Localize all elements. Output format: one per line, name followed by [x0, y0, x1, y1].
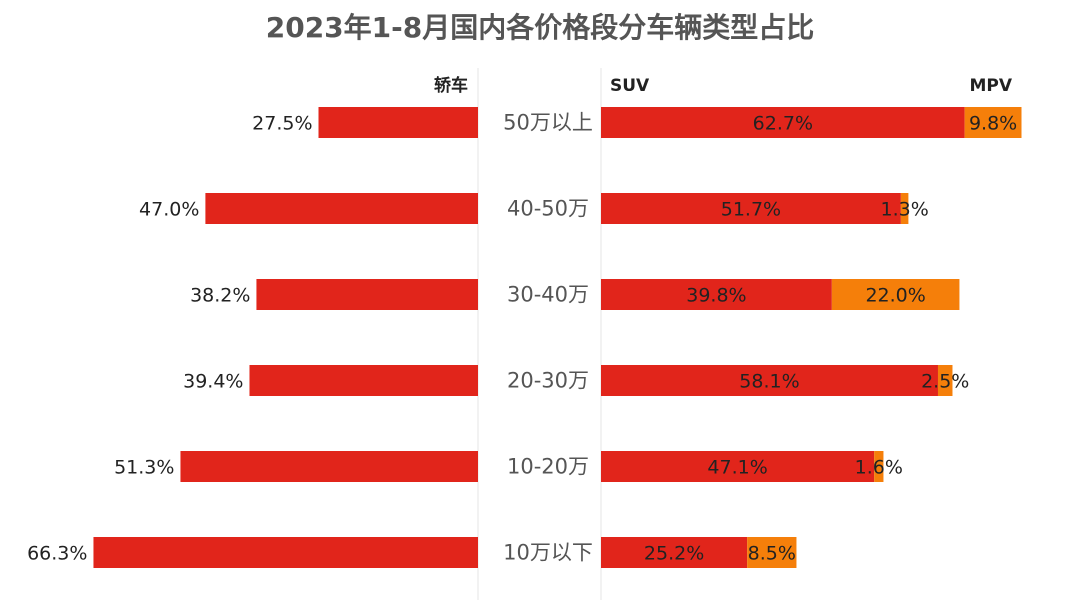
label-sedan-2: 38.2% [190, 285, 250, 307]
category-label-3: 20-30万 [507, 369, 589, 393]
label-suv-2: 39.8% [686, 285, 746, 307]
bar-suv-0 [601, 107, 965, 138]
bar-sedan-0 [318, 107, 478, 138]
chart-title: 2023年1-8月国内各价格段分车辆类型占比 [265, 11, 815, 44]
bar-mpv-0 [964, 107, 1022, 138]
label-suv-3: 58.1% [739, 371, 799, 393]
label-mpv-3: 2.5% [921, 371, 969, 393]
label-sedan-1: 47.0% [139, 199, 199, 221]
label-mpv-2: 22.0% [865, 285, 925, 307]
bar-mpv-4 [874, 451, 884, 482]
category-label-5: 10万以下 [503, 541, 593, 565]
bar-sedan-3 [249, 365, 478, 396]
label-suv-1: 51.7% [721, 199, 781, 221]
label-suv-5: 25.2% [644, 543, 704, 565]
bar-mpv-3 [937, 365, 953, 396]
label-mpv-1: 1.3% [880, 199, 928, 221]
label-mpv-5: 8.5% [748, 543, 796, 565]
bar-suv-3 [601, 365, 938, 396]
bar-sedan-2 [256, 279, 478, 310]
bar-suv-5 [601, 537, 748, 568]
bar-mpv-1 [900, 193, 909, 224]
bar-sedan-4 [180, 451, 478, 482]
category-label-0: 50万以上 [503, 111, 593, 135]
category-label-4: 10-20万 [507, 455, 589, 479]
bar-sedan-1 [205, 193, 478, 224]
series-label-sedan: 轿车 [434, 75, 468, 96]
bar-suv-1 [601, 193, 901, 224]
bar-suv-4 [601, 451, 875, 482]
label-sedan-0: 27.5% [252, 113, 312, 135]
series-label-suv: SUV [610, 76, 650, 96]
bar-suv-2 [601, 279, 832, 310]
category-label-2: 30-40万 [507, 283, 589, 307]
label-suv-0: 62.7% [753, 113, 813, 135]
series-label-mpv: MPV [969, 76, 1012, 96]
label-sedan-3: 39.4% [183, 371, 243, 393]
label-sedan-4: 51.3% [114, 457, 174, 479]
label-mpv-4: 1.6% [855, 457, 903, 479]
bar-mpv-2 [831, 279, 960, 310]
label-sedan-5: 66.3% [27, 543, 87, 565]
bar-mpv-5 [747, 537, 797, 568]
label-suv-4: 47.1% [707, 457, 767, 479]
category-label-1: 40-50万 [507, 197, 589, 221]
bar-sedan-5 [93, 537, 479, 568]
label-mpv-0: 9.8% [969, 113, 1017, 135]
